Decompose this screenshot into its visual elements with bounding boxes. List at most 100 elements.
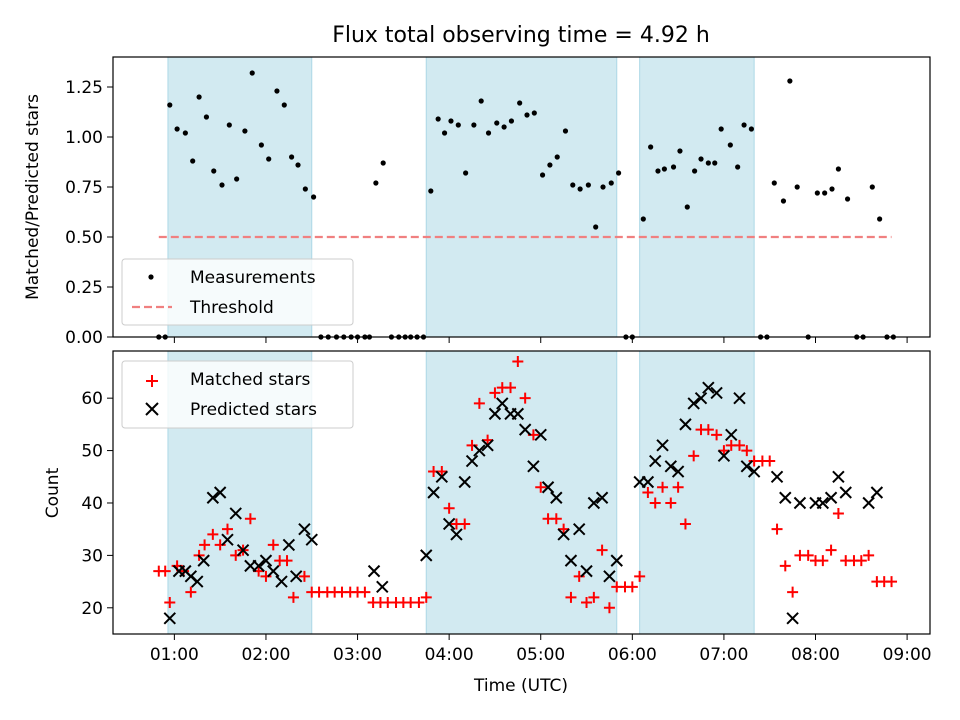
measurement-point bbox=[829, 186, 835, 192]
y-tick-label: 20 bbox=[81, 599, 103, 619]
predicted-star-marker bbox=[427, 486, 440, 499]
predicted-star-marker bbox=[527, 460, 540, 473]
legend-matched-marker bbox=[146, 375, 158, 387]
matched-star-marker bbox=[159, 565, 171, 577]
predicted-star-marker bbox=[786, 612, 799, 625]
measurement-point bbox=[226, 122, 232, 128]
predicted-star-marker bbox=[229, 507, 242, 520]
bottom-legend: Matched stars Predicted stars bbox=[121, 360, 354, 429]
predicted-star-marker bbox=[465, 454, 479, 468]
measurement-point bbox=[373, 180, 379, 186]
predicted-star-marker bbox=[733, 391, 746, 405]
predicted-star-marker bbox=[213, 486, 227, 499]
measurement-point bbox=[600, 184, 606, 190]
y-tick-label: 0.25 bbox=[65, 278, 103, 298]
measurement-point bbox=[814, 190, 820, 196]
matched-star-marker bbox=[298, 570, 310, 582]
measurement-point bbox=[684, 204, 690, 210]
shaded-band bbox=[639, 56, 755, 338]
top-y-ticks: 0.00 0.25 0.50 0.75 1.00 1.25 bbox=[65, 78, 113, 348]
legend-predicted-marker bbox=[145, 402, 159, 416]
measurement-point bbox=[670, 164, 677, 170]
measurement-point bbox=[455, 122, 461, 128]
measurement-point bbox=[435, 116, 441, 122]
predicted-star-marker bbox=[862, 496, 875, 510]
bottom-plot-frame bbox=[112, 350, 931, 635]
y-tick-label: 60 bbox=[81, 389, 103, 409]
matched-star-marker bbox=[436, 466, 448, 478]
predicted-star-marker bbox=[610, 554, 623, 567]
measurement-point bbox=[295, 162, 301, 168]
predicted-star-marker bbox=[694, 391, 708, 405]
measurement-point bbox=[234, 176, 240, 182]
matched-star-marker bbox=[603, 602, 615, 614]
predicted-star-marker bbox=[191, 575, 204, 588]
predicted-star-marker bbox=[587, 496, 601, 510]
matched-star-marker bbox=[281, 555, 293, 567]
predicted-star-marker bbox=[376, 580, 389, 594]
matched-star-marker bbox=[702, 424, 714, 436]
predicted-star-marker bbox=[481, 439, 494, 452]
matched-star-marker bbox=[466, 439, 478, 451]
top-legend: Measurements Threshold bbox=[121, 258, 354, 326]
predicted-star-marker bbox=[595, 491, 609, 504]
matched-star-marker bbox=[863, 549, 875, 561]
top-measurement-points bbox=[156, 70, 896, 340]
predicted-star-marker bbox=[252, 559, 265, 573]
measurement-point bbox=[531, 110, 537, 116]
matched-star-marker bbox=[764, 455, 776, 467]
measurement-point bbox=[780, 198, 787, 204]
bottom-y-axis-label: Count bbox=[43, 467, 63, 518]
matched-star-marker bbox=[473, 397, 485, 409]
measurement-point bbox=[463, 170, 469, 176]
predicted-star-marker bbox=[534, 428, 547, 442]
measurement-point bbox=[190, 158, 196, 164]
predicted-star-marker bbox=[282, 538, 296, 552]
measurement-point bbox=[517, 100, 523, 106]
matched-star-marker bbox=[512, 355, 524, 367]
y-tick-label: 0.50 bbox=[65, 228, 103, 248]
measurement-point bbox=[822, 190, 828, 196]
measurement-point bbox=[494, 120, 500, 126]
matched-star-marker bbox=[413, 597, 425, 609]
y-tick-label: 0.75 bbox=[65, 178, 103, 198]
x-tick-label: 08:00 bbox=[791, 645, 840, 665]
measurement-point bbox=[648, 144, 654, 150]
predicted-star-marker bbox=[518, 423, 532, 436]
legend-predicted-label: Predicted stars bbox=[190, 400, 317, 420]
measurement-point bbox=[593, 224, 599, 230]
matched-star-marker bbox=[642, 487, 654, 498]
predicted-star-marker bbox=[458, 475, 471, 489]
predicted-star-marker bbox=[839, 486, 852, 499]
predicted-star-marker bbox=[435, 470, 449, 483]
matched-star-marker bbox=[519, 392, 531, 404]
measurement-point bbox=[570, 182, 576, 188]
top-y-axis-label: Matched/Predicted stars bbox=[23, 94, 43, 300]
x-tick-label: 07:00 bbox=[699, 645, 748, 665]
measurement-point bbox=[787, 78, 793, 84]
y-tick-label: 40 bbox=[81, 494, 103, 514]
matched-star-marker bbox=[657, 481, 669, 493]
matched-star-marker bbox=[649, 497, 661, 509]
measurement-point bbox=[485, 130, 492, 136]
predicted-star-marker bbox=[664, 460, 678, 473]
x-tick-label: 02:00 bbox=[241, 645, 290, 665]
measurement-point bbox=[585, 182, 591, 188]
predicted-star-marker bbox=[725, 428, 738, 442]
predicted-star-marker bbox=[572, 522, 586, 536]
predicted-star-marker bbox=[289, 570, 303, 583]
measurement-point bbox=[524, 112, 530, 118]
predicted-star-marker bbox=[488, 407, 502, 421]
measurement-point bbox=[448, 118, 454, 124]
measurement-point bbox=[712, 160, 718, 166]
y-tick-label: 0.00 bbox=[65, 328, 103, 348]
predicted-star-marker bbox=[793, 496, 807, 510]
predicted-star-marker bbox=[603, 570, 616, 583]
measurement-point bbox=[501, 124, 507, 130]
predicted-star-marker bbox=[649, 454, 662, 468]
predicted-star-marker bbox=[564, 554, 578, 567]
measurement-point bbox=[249, 70, 255, 76]
predicted-star-marker bbox=[442, 517, 456, 531]
measurement-point bbox=[771, 180, 777, 186]
measurement-point bbox=[698, 156, 704, 162]
